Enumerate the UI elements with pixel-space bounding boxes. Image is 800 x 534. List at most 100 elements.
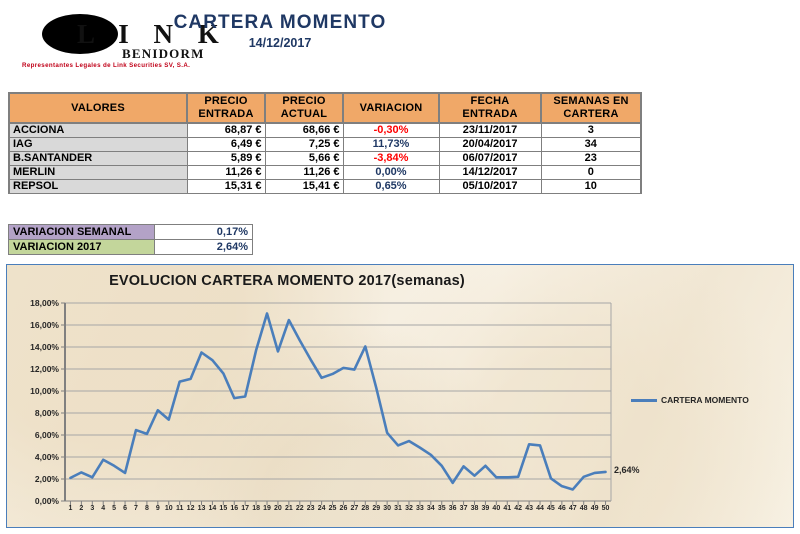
chart-x-tick-label: 19: [263, 505, 271, 512]
cell-variacion: 0,65%: [342, 178, 440, 194]
portfolio-table: VALORES PRECIO ENTRADA PRECIO ACTUAL VAR…: [8, 92, 642, 194]
cell-fecha-entrada: 05/10/2017: [438, 178, 542, 194]
chart-x-tick-label: 21: [284, 505, 293, 512]
chart-x-tick-label: 5: [112, 505, 117, 512]
chart-x-tick-label: 36: [448, 505, 457, 512]
chart-x-tick-label: 47: [568, 505, 577, 512]
chart-y-tick-label: 8,00%: [34, 408, 59, 418]
cell-precio-actual: 11,26 €: [264, 164, 344, 180]
variation-summary-table: VARIACION SEMANAL 0,17% VARIACION 2017 2,64…: [8, 224, 253, 255]
col-header-fecha-entrada: FECHA ENTRADA: [438, 92, 542, 124]
chart-x-tick-label: 30: [383, 505, 392, 512]
cell-precio-actual: 15,41 €: [264, 178, 344, 194]
chart-x-tick-label: 40: [492, 505, 501, 512]
chart-x-tick-label: 49: [590, 505, 599, 512]
chart-x-tick-label: 9: [155, 505, 160, 512]
cell-precio-actual: 5,66 €: [264, 150, 344, 166]
chart-y-tick-label: 14,00%: [30, 342, 59, 352]
chart-x-tick-label: 14: [208, 505, 217, 512]
page-date: 14/12/2017: [248, 36, 312, 50]
chart-x-tick-label: 34: [426, 505, 435, 512]
chart-panel: EVOLUCION CARTERA MOMENTO 2017(semanas) …: [6, 264, 794, 528]
cell-valor: B.SANTANDER: [8, 150, 188, 166]
logo-subbrand-text: BENIDORM: [122, 46, 205, 61]
chart-x-tick-label: 7: [134, 505, 138, 512]
legend-swatch-cartera-momento: [631, 398, 657, 402]
col-header-precio-actual-line1: PRECIO: [282, 95, 326, 107]
chart-x-tick-label: 25: [328, 505, 337, 512]
chart-x-tick-label: 29: [372, 505, 381, 512]
cell-variacion: 0,00%: [342, 164, 440, 180]
cell-fecha-entrada: 20/04/2017: [438, 136, 542, 152]
page-title: CARTERA MOMENTO: [173, 12, 387, 33]
chart-x-tick-label: 10: [164, 505, 173, 512]
table-row: REPSOL 15,31 €15,41 €0,65% 05/10/2017 10: [8, 178, 642, 194]
cell-precio-entrada: 6,49 €: [186, 136, 266, 152]
chart-x-tick-label: 24: [317, 505, 326, 512]
portfolio-table-body: ACCIONA 68,87 €68,66 € -0,30% 23/11/2017 3 IA…: [8, 122, 642, 194]
logo-brand-text: L I N K: [77, 19, 228, 49]
chart-x-tick-label: 20: [274, 505, 282, 512]
col-header-semanas-line2: CARTERA: [563, 108, 619, 120]
cell-semanas: 34: [540, 136, 642, 152]
link-benidorm-logo: L I N K BENIDORM Representantes Legales …: [22, 10, 219, 72]
chart-x-tick-label: 18: [252, 505, 260, 512]
chart-y-tick-label: 4,00%: [34, 452, 59, 462]
summary-row: VARIACION SEMANAL 0,17%: [8, 224, 253, 240]
cell-variacion: -3,84%: [342, 150, 440, 166]
chart-x-tick-label: 32: [405, 505, 413, 512]
table-row: ACCIONA 68,87 €68,66 € -0,30% 23/11/2017 3: [8, 122, 642, 138]
chart-x-tick-label: 2: [79, 505, 84, 512]
chart-x-tick-label: 41: [503, 505, 512, 512]
chart-x-tick-label: 12: [186, 505, 195, 512]
chart-x-tick-label: 33: [415, 505, 424, 512]
chart-y-tick-label: 16,00%: [30, 320, 59, 330]
col-header-variacion-line1: VARIACION: [359, 101, 423, 114]
cell-valor: IAG: [8, 136, 188, 152]
cell-variacion: -0,30%: [342, 122, 440, 138]
chart-x-tick-label: 44: [536, 505, 544, 512]
chart-x-tick-label: 17: [241, 505, 250, 512]
chart-y-tick-label: 6,00%: [34, 430, 59, 440]
cell-semanas: 23: [540, 150, 642, 166]
chart-x-tick-label: 16: [230, 505, 239, 512]
cell-fecha-entrada: 06/07/2017: [438, 150, 542, 166]
chart-title: EVOLUCION CARTERA MOMENTO 2017(semanas): [109, 273, 465, 289]
chart-x-tick-label: 6: [123, 505, 127, 512]
chart-x-tick-label: 22: [295, 505, 304, 512]
chart-x-tick-label: 23: [306, 505, 315, 512]
chart-x-tick-label: 45: [547, 505, 555, 512]
chart-y-tick-label: 0,00%: [34, 496, 59, 506]
chart-x-tick-label: 48: [579, 505, 588, 512]
chart-y-tick-label: 18,00%: [30, 298, 59, 308]
cell-semanas: 0: [540, 164, 642, 180]
col-header-valores-line1: VALORES: [71, 101, 125, 114]
col-header-fecha-entrada-line2: ENTRADA: [462, 108, 518, 120]
page-header: L I N K BENIDORM Representantes Legales …: [0, 0, 800, 88]
col-header-precio-entrada-line1: PRECIO: [204, 95, 248, 107]
variation-summary-body: VARIACION SEMANAL 0,17% VARIACION 2017 2,64…: [8, 224, 253, 255]
chart-series-line: [69, 312, 607, 491]
cell-precio-entrada: 5,89 €: [186, 150, 266, 166]
table-header-row: VALORES PRECIO ENTRADA PRECIO ACTUAL VAR…: [8, 92, 642, 124]
chart-x-tick-label: 8: [144, 505, 149, 512]
summary-label: VARIACION 2017: [8, 239, 155, 255]
chart-x-tick-label: 50: [601, 505, 610, 512]
legend-label-cartera-momento: CARTERA MOMENTO: [661, 395, 749, 405]
summary-value: 0,17%: [154, 224, 253, 240]
chart-legend: CARTERA MOMENTO: [631, 395, 749, 405]
chart-x-tick-label: 13: [197, 505, 206, 512]
chart-x-tick-label: 26: [339, 505, 348, 512]
col-header-valores: VALORES: [8, 92, 188, 124]
chart-x-tick-label: 27: [350, 505, 359, 512]
chart-plot-area: 18,00% 16,00% 14,00% 12,00% 10,00% 8,00% 6,00%…: [7, 265, 795, 529]
chart-x-tick-label: 1: [68, 505, 73, 512]
cell-precio-entrada: 68,87 €: [186, 122, 266, 138]
summary-row: VARIACION 2017 2,64%: [8, 239, 253, 255]
cell-precio-entrada: 11,26 €: [186, 164, 266, 180]
table-row: MERLIN 11,26 €11,26 €0,00% 14/12/2017 0: [8, 164, 642, 180]
chart-x-tick-label: 35: [437, 505, 446, 512]
chart-x-tick-label: 46: [557, 505, 566, 512]
cell-precio-actual: 68,66 €: [264, 122, 344, 138]
